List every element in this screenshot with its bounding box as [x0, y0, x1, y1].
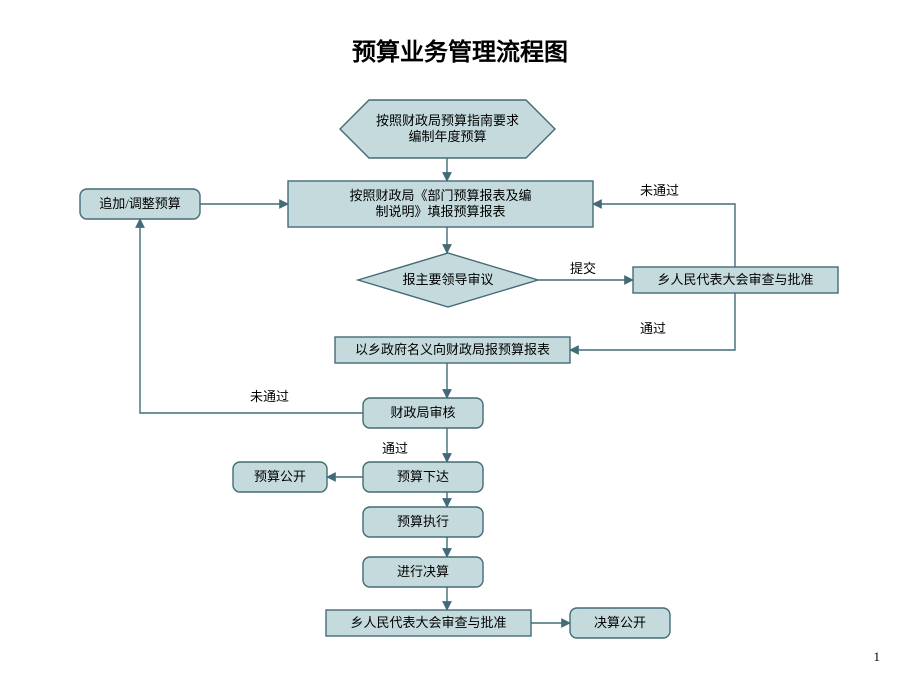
node-label: 财政局审核 [390, 405, 455, 421]
node-n_review: 报主要领导审议 [358, 253, 538, 307]
node-label: 以乡政府名义向财政局报预算报表 [355, 342, 550, 358]
node-label: 预算公开 [254, 469, 306, 485]
node-label: 按照财政局《部门预算报表及编制说明》填报预算报表 [349, 188, 531, 221]
page-number: 1 [874, 649, 881, 665]
edge-label-l_submit: 提交 [570, 258, 596, 277]
node-n_start: 按照财政局预算指南要求编制年度预算 [340, 100, 555, 158]
node-label: 决算公开 [594, 615, 646, 631]
edge-label-l_pass1: 通过 [640, 318, 666, 337]
node-label: 乡人民代表大会审查与批准 [657, 272, 813, 288]
node-n_execute: 预算执行 [363, 507, 483, 537]
node-n_finalpub: 决算公开 [570, 608, 670, 638]
node-n_final: 进行决算 [363, 557, 483, 587]
edge-label-l_fail1: 未通过 [640, 180, 679, 199]
node-label: 按照财政局预算指南要求编制年度预算 [376, 113, 519, 146]
node-n_congress: 乡人民代表大会审查与批准 [633, 267, 838, 293]
node-n_publish: 预算公开 [233, 462, 327, 492]
page-title: 预算业务管理流程图 [0, 32, 920, 67]
node-n_report: 以乡政府名义向财政局报预算报表 [335, 337, 570, 363]
edge-label-l_pass2: 通过 [382, 438, 408, 457]
edge-label-l_fail2: 未通过 [250, 386, 289, 405]
node-label: 预算下达 [397, 469, 449, 485]
node-label: 乡人民代表大会审查与批准 [350, 615, 506, 631]
node-n_adjust: 追加/调整预算 [80, 189, 200, 219]
node-label: 进行决算 [397, 564, 449, 580]
node-label: 预算执行 [397, 514, 449, 530]
node-n_issue: 预算下达 [363, 462, 483, 492]
node-label: 报主要领导审议 [402, 272, 493, 288]
node-label: 追加/调整预算 [99, 196, 181, 212]
node-n_congress2: 乡人民代表大会审查与批准 [326, 610, 531, 636]
node-n_audit: 财政局审核 [363, 398, 483, 428]
node-n_fill: 按照财政局《部门预算报表及编制说明》填报预算报表 [288, 181, 593, 227]
